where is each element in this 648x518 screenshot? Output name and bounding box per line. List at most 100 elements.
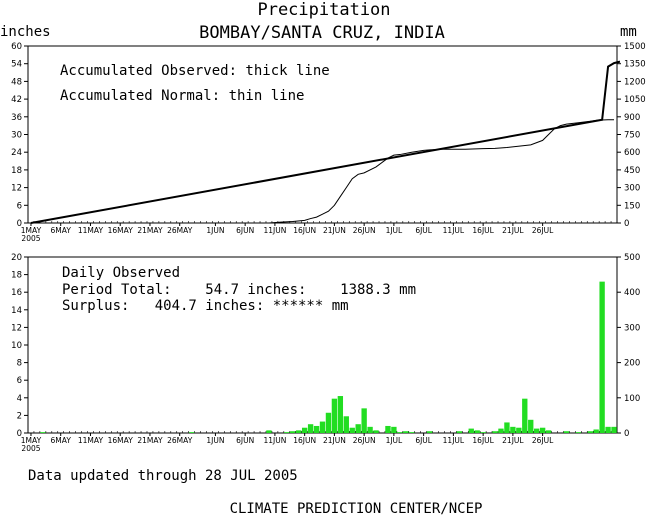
daily-precip-bar [522, 398, 528, 433]
x-tick-label: 11JUL [443, 226, 465, 235]
y-tick-label: 42 [11, 95, 22, 105]
daily-precip-bar [611, 426, 617, 433]
y-tick-label: 14 [11, 306, 22, 316]
daily-precip-bar [575, 432, 582, 433]
x-tick-label: 26MAY [167, 436, 193, 445]
y-tick-label: 0 [17, 219, 22, 229]
data-updated-note: Data updated through 28 JUL 2005 [28, 468, 298, 484]
y2-tick-label: 300 [624, 323, 640, 333]
daily-precip-bar [296, 430, 302, 433]
y2-tick-label: 1050 [624, 95, 646, 105]
daily-precip-bar [474, 430, 480, 433]
x-tick-label: 21MAY [137, 226, 163, 235]
y2-tick-label: 300 [624, 184, 640, 194]
y-tick-label: 18 [11, 166, 22, 176]
y2-tick-label: 500 [624, 253, 640, 263]
x-tick-label: 16JUL [472, 436, 494, 445]
y2-tick-label: 150 [624, 201, 640, 211]
station-name: BOMBAY/SANTA CRUZ, INDIA [199, 23, 445, 43]
x-tick-label: 26JUL [532, 226, 554, 235]
y-tick-label: 54 [11, 60, 22, 70]
page-title: Precipitation [257, 0, 390, 20]
daily-precip-bar [409, 432, 415, 433]
daily-precip-bar [367, 426, 373, 433]
right-unit-label: mm [620, 24, 637, 40]
daily-precip-bar [599, 281, 605, 433]
daily-precip-bar [337, 396, 344, 433]
legend-normal: Accumulated Normal: thin line [60, 88, 304, 104]
y2-tick-label: 1200 [624, 77, 646, 87]
x-tick-label: 16JUN [293, 436, 316, 445]
normal-accumulated-line [30, 119, 615, 224]
daily-precip-bar [528, 419, 534, 433]
y-tick-label: 60 [11, 42, 22, 52]
x-tick-label: 1JUL [386, 436, 403, 445]
x-tick-label: 26MAY [167, 226, 193, 235]
x-tick-label: 11JUL [443, 436, 465, 445]
daily-precip-bar [188, 432, 195, 433]
x-tick-label: 16MAY [108, 436, 134, 445]
x-tick-label: 26JUL [532, 436, 554, 445]
x-tick-label: 1JUN [206, 226, 224, 235]
y2-tick-label: 400 [624, 288, 640, 298]
daily-precip-bar [539, 427, 546, 433]
daily-precip-bar [355, 424, 361, 433]
daily-precip-bar [563, 431, 570, 433]
x-tick-label: 11JUN [263, 436, 286, 445]
y2-tick-label: 900 [624, 113, 640, 123]
y-tick-label: 8 [17, 359, 22, 369]
x-year-label: 2005 [21, 234, 40, 243]
y2-tick-label: 1350 [624, 60, 646, 70]
period-total-label: Period Total: 54.7 inches: 1388.3 mm [62, 282, 416, 298]
daily-precip-bar [587, 431, 593, 433]
y-tick-label: 18 [11, 271, 22, 281]
daily-precip-bar [403, 431, 409, 433]
left-unit-label: inches [0, 24, 51, 40]
x-tick-label: 6JUN [236, 226, 254, 235]
daily-precip-bar [516, 427, 522, 433]
x-tick-label: 11MAY [78, 436, 104, 445]
y2-tick-label: 0 [624, 219, 629, 229]
x-year-label: 2005 [21, 444, 40, 453]
accumulated-panel: Accumulated Observed: thick line Accumul… [11, 42, 645, 243]
x-tick-label: 21MAY [137, 436, 163, 445]
daily-precip-bar [397, 432, 403, 433]
x-tick-label: 16MAY [108, 226, 134, 235]
y-tick-label: 6 [17, 376, 22, 386]
y-tick-label: 0 [17, 429, 22, 439]
daily-precip-bar [343, 416, 349, 433]
daily-precip-bar [373, 430, 379, 433]
daily-precip-bar [349, 427, 355, 433]
y-tick-label: 24 [11, 148, 22, 158]
y-tick-label: 6 [17, 201, 22, 211]
observed-accumulated-line [30, 60, 621, 224]
x-tick-label: 6MAY [51, 226, 72, 235]
daily-precip-bar [510, 426, 516, 433]
y-tick-label: 20 [11, 253, 22, 263]
daily-precip-bar [593, 429, 599, 433]
legend-observed: Accumulated Observed: thick line [60, 63, 330, 79]
daily-precip-bar [325, 412, 332, 433]
daily-precip-bar [534, 428, 540, 433]
credit-line: CLIMATE PREDICTION CENTER/NCEP [230, 501, 483, 517]
y2-tick-label: 1500 [624, 42, 646, 52]
daily-precip-bar [426, 431, 433, 433]
x-tick-label: 26JUN [353, 226, 376, 235]
y-tick-label: 16 [11, 288, 22, 298]
surplus-label: Surplus: 404.7 inches: ****** mm [62, 298, 349, 314]
daily-precip-bar [319, 421, 326, 433]
y-tick-label: 2 [17, 411, 22, 421]
x-tick-label: 16JUL [472, 226, 494, 235]
daily-precip-bar [456, 431, 463, 433]
daily-precip-bar [480, 432, 486, 433]
x-tick-label: 21JUN [323, 226, 346, 235]
daily-precip-bar [331, 398, 338, 433]
y-tick-label: 12 [11, 323, 22, 333]
daily-observed-label: Daily Observed [62, 265, 180, 281]
daily-precip-bar [605, 426, 611, 433]
daily-precip-bar [313, 425, 320, 433]
x-tick-label: 1JUL [386, 226, 403, 235]
daily-precip-bar [385, 425, 391, 433]
x-tick-label: 6JUL [415, 436, 432, 445]
daily-precip-bar [545, 430, 552, 433]
